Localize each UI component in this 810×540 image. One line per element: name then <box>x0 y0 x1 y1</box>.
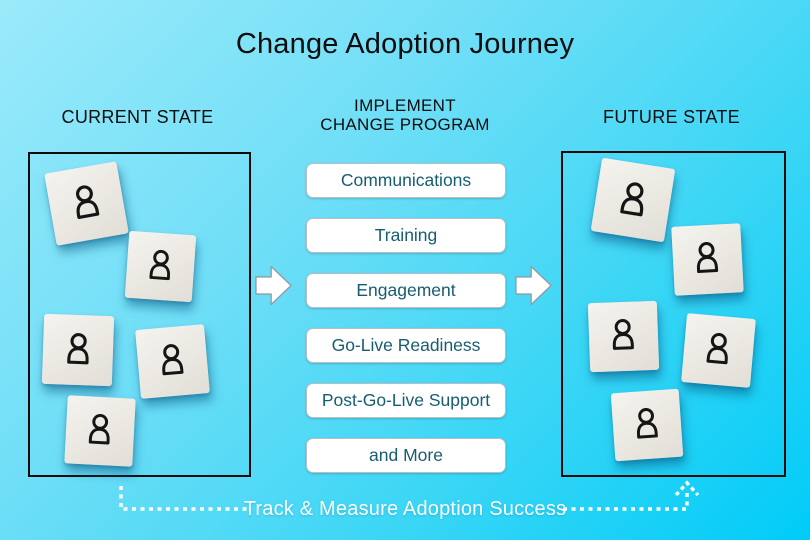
person-tile <box>64 395 136 467</box>
person-tile <box>610 388 684 462</box>
track-measure-label: Track & Measure Adoption Success <box>243 498 567 520</box>
person-tile <box>681 313 756 388</box>
step-go-live-readiness: Go-Live Readiness <box>306 328 506 363</box>
page-title: Change Adoption Journey <box>235 28 575 60</box>
step-communications: Communications <box>306 163 506 198</box>
change-program-heading-line2: CHANGE PROGRAM <box>320 115 490 134</box>
arrow-right-icon <box>515 265 552 306</box>
person-icon <box>162 344 185 376</box>
person-icon <box>149 249 171 281</box>
person-icon <box>613 319 635 351</box>
person-icon <box>706 333 729 365</box>
change-program-heading-line1: IMPLEMENT <box>354 96 456 115</box>
current-state-heading: CURRENT STATE <box>61 107 214 127</box>
person-icon <box>637 408 659 439</box>
change-program-steps: Communications Training Engagement Go-Li… <box>306 163 506 473</box>
person-tile <box>124 230 197 303</box>
person-icon <box>89 414 110 445</box>
step-training: Training <box>306 218 506 253</box>
person-tile <box>671 223 744 296</box>
step-and-more: and More <box>306 438 506 473</box>
future-state-box <box>561 151 786 477</box>
current-state-box <box>28 152 251 477</box>
person-tile <box>587 300 660 373</box>
person-icon <box>66 332 89 365</box>
person-icon <box>76 185 100 220</box>
future-state-heading: FUTURE STATE <box>603 107 740 127</box>
person-tile <box>44 161 129 246</box>
step-post-go-live-support: Post-Go-Live Support <box>306 383 506 418</box>
arrow-right-icon <box>255 265 292 306</box>
person-icon <box>697 242 719 274</box>
change-program-heading: IMPLEMENT CHANGE PROGRAM <box>300 96 510 134</box>
arrow-up-icon <box>674 480 700 497</box>
person-tile <box>41 313 115 387</box>
person-icon <box>619 181 644 216</box>
person-tile <box>590 157 676 243</box>
step-engagement: Engagement <box>306 273 506 308</box>
person-tile <box>135 324 210 399</box>
